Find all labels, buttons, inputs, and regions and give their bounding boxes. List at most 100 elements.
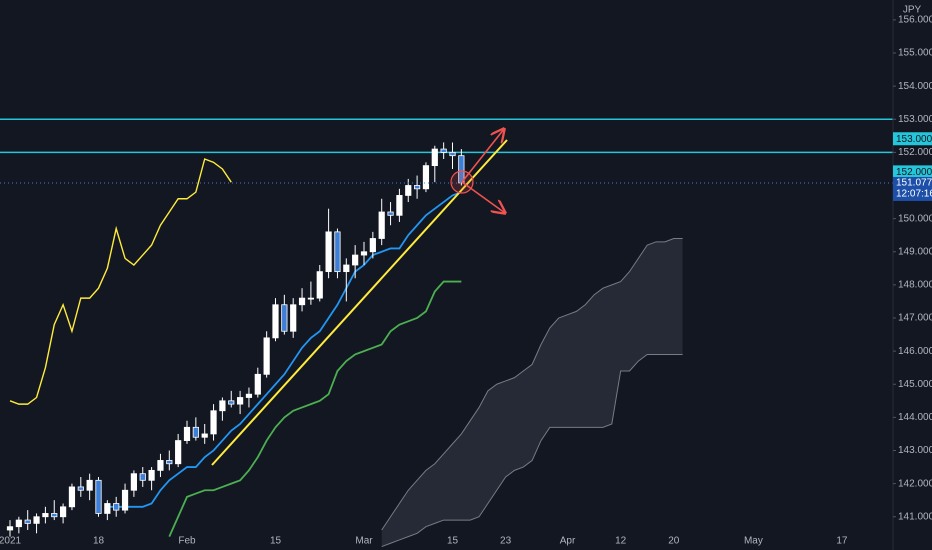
- candle-body: [236, 397, 244, 405]
- y-tick-label: 155.000: [898, 48, 932, 59]
- candle-body: [210, 410, 217, 435]
- y-tick-label: 142.000: [898, 478, 932, 489]
- candle-body: [263, 337, 270, 375]
- candle-body: [201, 433, 208, 438]
- y-tick-label: 148.000: [898, 280, 932, 291]
- candle-body: [77, 486, 84, 491]
- level-label: 152.000: [896, 167, 932, 178]
- y-tick-label: 143.000: [898, 445, 932, 456]
- candle-body: [148, 469, 155, 481]
- x-tick-label: 12: [615, 536, 627, 547]
- candle-body: [307, 297, 315, 300]
- candle-body: [281, 304, 288, 332]
- candle-body: [228, 400, 235, 405]
- candle-body: [396, 195, 403, 216]
- candle-body: [113, 503, 120, 511]
- y-tick-label: 152.000: [898, 147, 932, 158]
- arrow-down: [461, 181, 505, 213]
- candle-body: [298, 297, 306, 306]
- y-tick-label: 141.000: [898, 511, 932, 522]
- y-tick-label: 144.000: [898, 412, 932, 423]
- candle-body: [405, 185, 412, 196]
- candle-body: [139, 473, 146, 481]
- x-tick-label: 23: [500, 536, 512, 547]
- candle-body: [86, 479, 93, 491]
- candle-body: [272, 304, 279, 339]
- candle-body: [166, 460, 173, 465]
- candle-body: [245, 393, 253, 398]
- y-tick-label: 153.000: [898, 114, 932, 125]
- candle-body: [130, 473, 137, 491]
- candle-body: [343, 264, 350, 273]
- candle-body: [51, 513, 58, 518]
- x-tick-label: 17: [836, 536, 848, 547]
- candle-body: [24, 519, 31, 524]
- drawings: [211, 129, 508, 466]
- candle-body: [458, 155, 465, 184]
- last-price-box: [893, 176, 932, 201]
- span-line: [381, 238, 683, 531]
- y-tick-label: 149.000: [898, 246, 932, 257]
- cloud: [381, 238, 683, 547]
- candle-body: [290, 304, 297, 332]
- candle-body: [15, 519, 22, 528]
- candle-body: [6, 526, 14, 531]
- candle-body: [219, 400, 226, 412]
- level-label: 153.000: [896, 134, 932, 145]
- lagging-line: [9, 158, 232, 405]
- x-tick-label: 18: [93, 536, 105, 547]
- candle-body: [440, 148, 447, 153]
- y-tick-label: 150.000: [898, 213, 932, 224]
- arrow-up: [461, 129, 504, 183]
- plot-area: [0, 118, 893, 548]
- y-tick-label: 154.000: [898, 81, 932, 92]
- candle-body: [413, 185, 421, 190]
- level-label-box: [893, 132, 932, 146]
- candle-body: [183, 426, 191, 441]
- candle-body: [175, 440, 182, 465]
- currency-label: JPY: [903, 5, 922, 16]
- candle-body: [192, 426, 199, 438]
- level-label-box: [893, 165, 932, 179]
- x-tick-label: 20: [668, 536, 680, 547]
- candle-body: [104, 503, 111, 514]
- x-tick-label: 15: [270, 536, 282, 547]
- candle-body: [325, 231, 332, 273]
- candle-body: [360, 251, 368, 256]
- conversion-line: [107, 191, 462, 508]
- y-tick-label: 156.000: [898, 15, 932, 26]
- candle-body: [157, 460, 164, 471]
- last-price-label: 151.077: [896, 178, 932, 189]
- trend-line: [211, 139, 508, 466]
- x-tick-label: 2021: [0, 536, 22, 547]
- candle-body: [42, 513, 49, 518]
- candle-body: [378, 211, 385, 239]
- candle-body: [449, 151, 456, 157]
- base-line: [168, 280, 462, 537]
- candle-body: [33, 516, 40, 524]
- x-tick-label: Mar: [355, 536, 373, 547]
- candle-body: [121, 489, 129, 511]
- candle-body: [95, 479, 102, 514]
- candle-body: [352, 254, 359, 266]
- candle-body: [68, 486, 76, 508]
- candle-body: [334, 231, 341, 273]
- x-tick-label: May: [744, 536, 763, 547]
- candle-body: [387, 211, 394, 216]
- y-tick-label: 145.000: [898, 379, 932, 390]
- candle-body: [431, 148, 438, 167]
- y-tick-label: 147.000: [898, 313, 932, 324]
- span-line: [381, 353, 683, 548]
- price-axis: 141.000 142.000 143.000 144.000 145.000 146.0…: [893, 15, 932, 522]
- candle-body: [60, 506, 67, 518]
- x-tick-label: 15: [447, 536, 459, 547]
- candle-body: [422, 165, 430, 190]
- y-tick-label: 146.000: [898, 346, 932, 357]
- candle-body: [316, 271, 323, 299]
- countdown-label: 12:07:16: [896, 189, 932, 200]
- candle-body: [254, 373, 261, 395]
- x-tick-label: Apr: [560, 536, 576, 547]
- x-tick-label: Feb: [178, 536, 196, 547]
